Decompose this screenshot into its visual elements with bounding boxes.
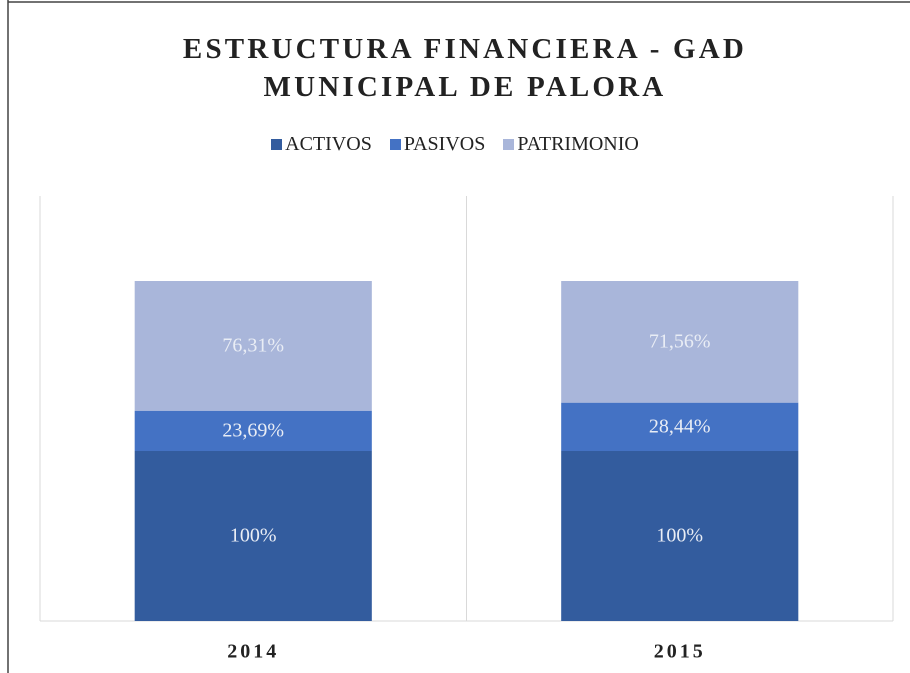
- data-label: 100%: [230, 525, 277, 547]
- bar-segment: [134, 410, 372, 451]
- data-label: 100%: [656, 525, 703, 547]
- legend-item: PASIVOS: [389, 133, 486, 156]
- legend-item: ACTIVOS: [271, 133, 372, 156]
- bar-segment: [561, 451, 799, 621]
- bar-segment: [134, 281, 372, 411]
- data-label: 23,69%: [222, 419, 284, 441]
- legend-swatch: [503, 139, 515, 150]
- x-tick-label: 2015: [654, 641, 706, 663]
- legend-label: PATRIMONIO: [517, 133, 639, 155]
- legend-label: PASIVOS: [403, 133, 486, 155]
- x-tick-label: 2014: [227, 641, 279, 663]
- legend-swatch: [389, 139, 401, 150]
- data-label: 76,31%: [222, 334, 284, 356]
- bar-segment: [561, 402, 799, 451]
- data-label: 28,44%: [649, 415, 711, 437]
- bar-segment: [561, 281, 799, 403]
- legend-item: PATRIMONIO: [503, 133, 639, 156]
- bar-segment: [134, 451, 372, 621]
- legend: ACTIVOS PASIVOS PATRIMONIO: [0, 133, 910, 156]
- legend-label: ACTIVOS: [285, 133, 372, 155]
- chart-title: ESTRUCTURA FINANCIERA - GAD MUNICIPAL DE…: [182, 33, 748, 103]
- legend-swatch: [271, 139, 283, 150]
- data-label: 71,56%: [649, 330, 711, 352]
